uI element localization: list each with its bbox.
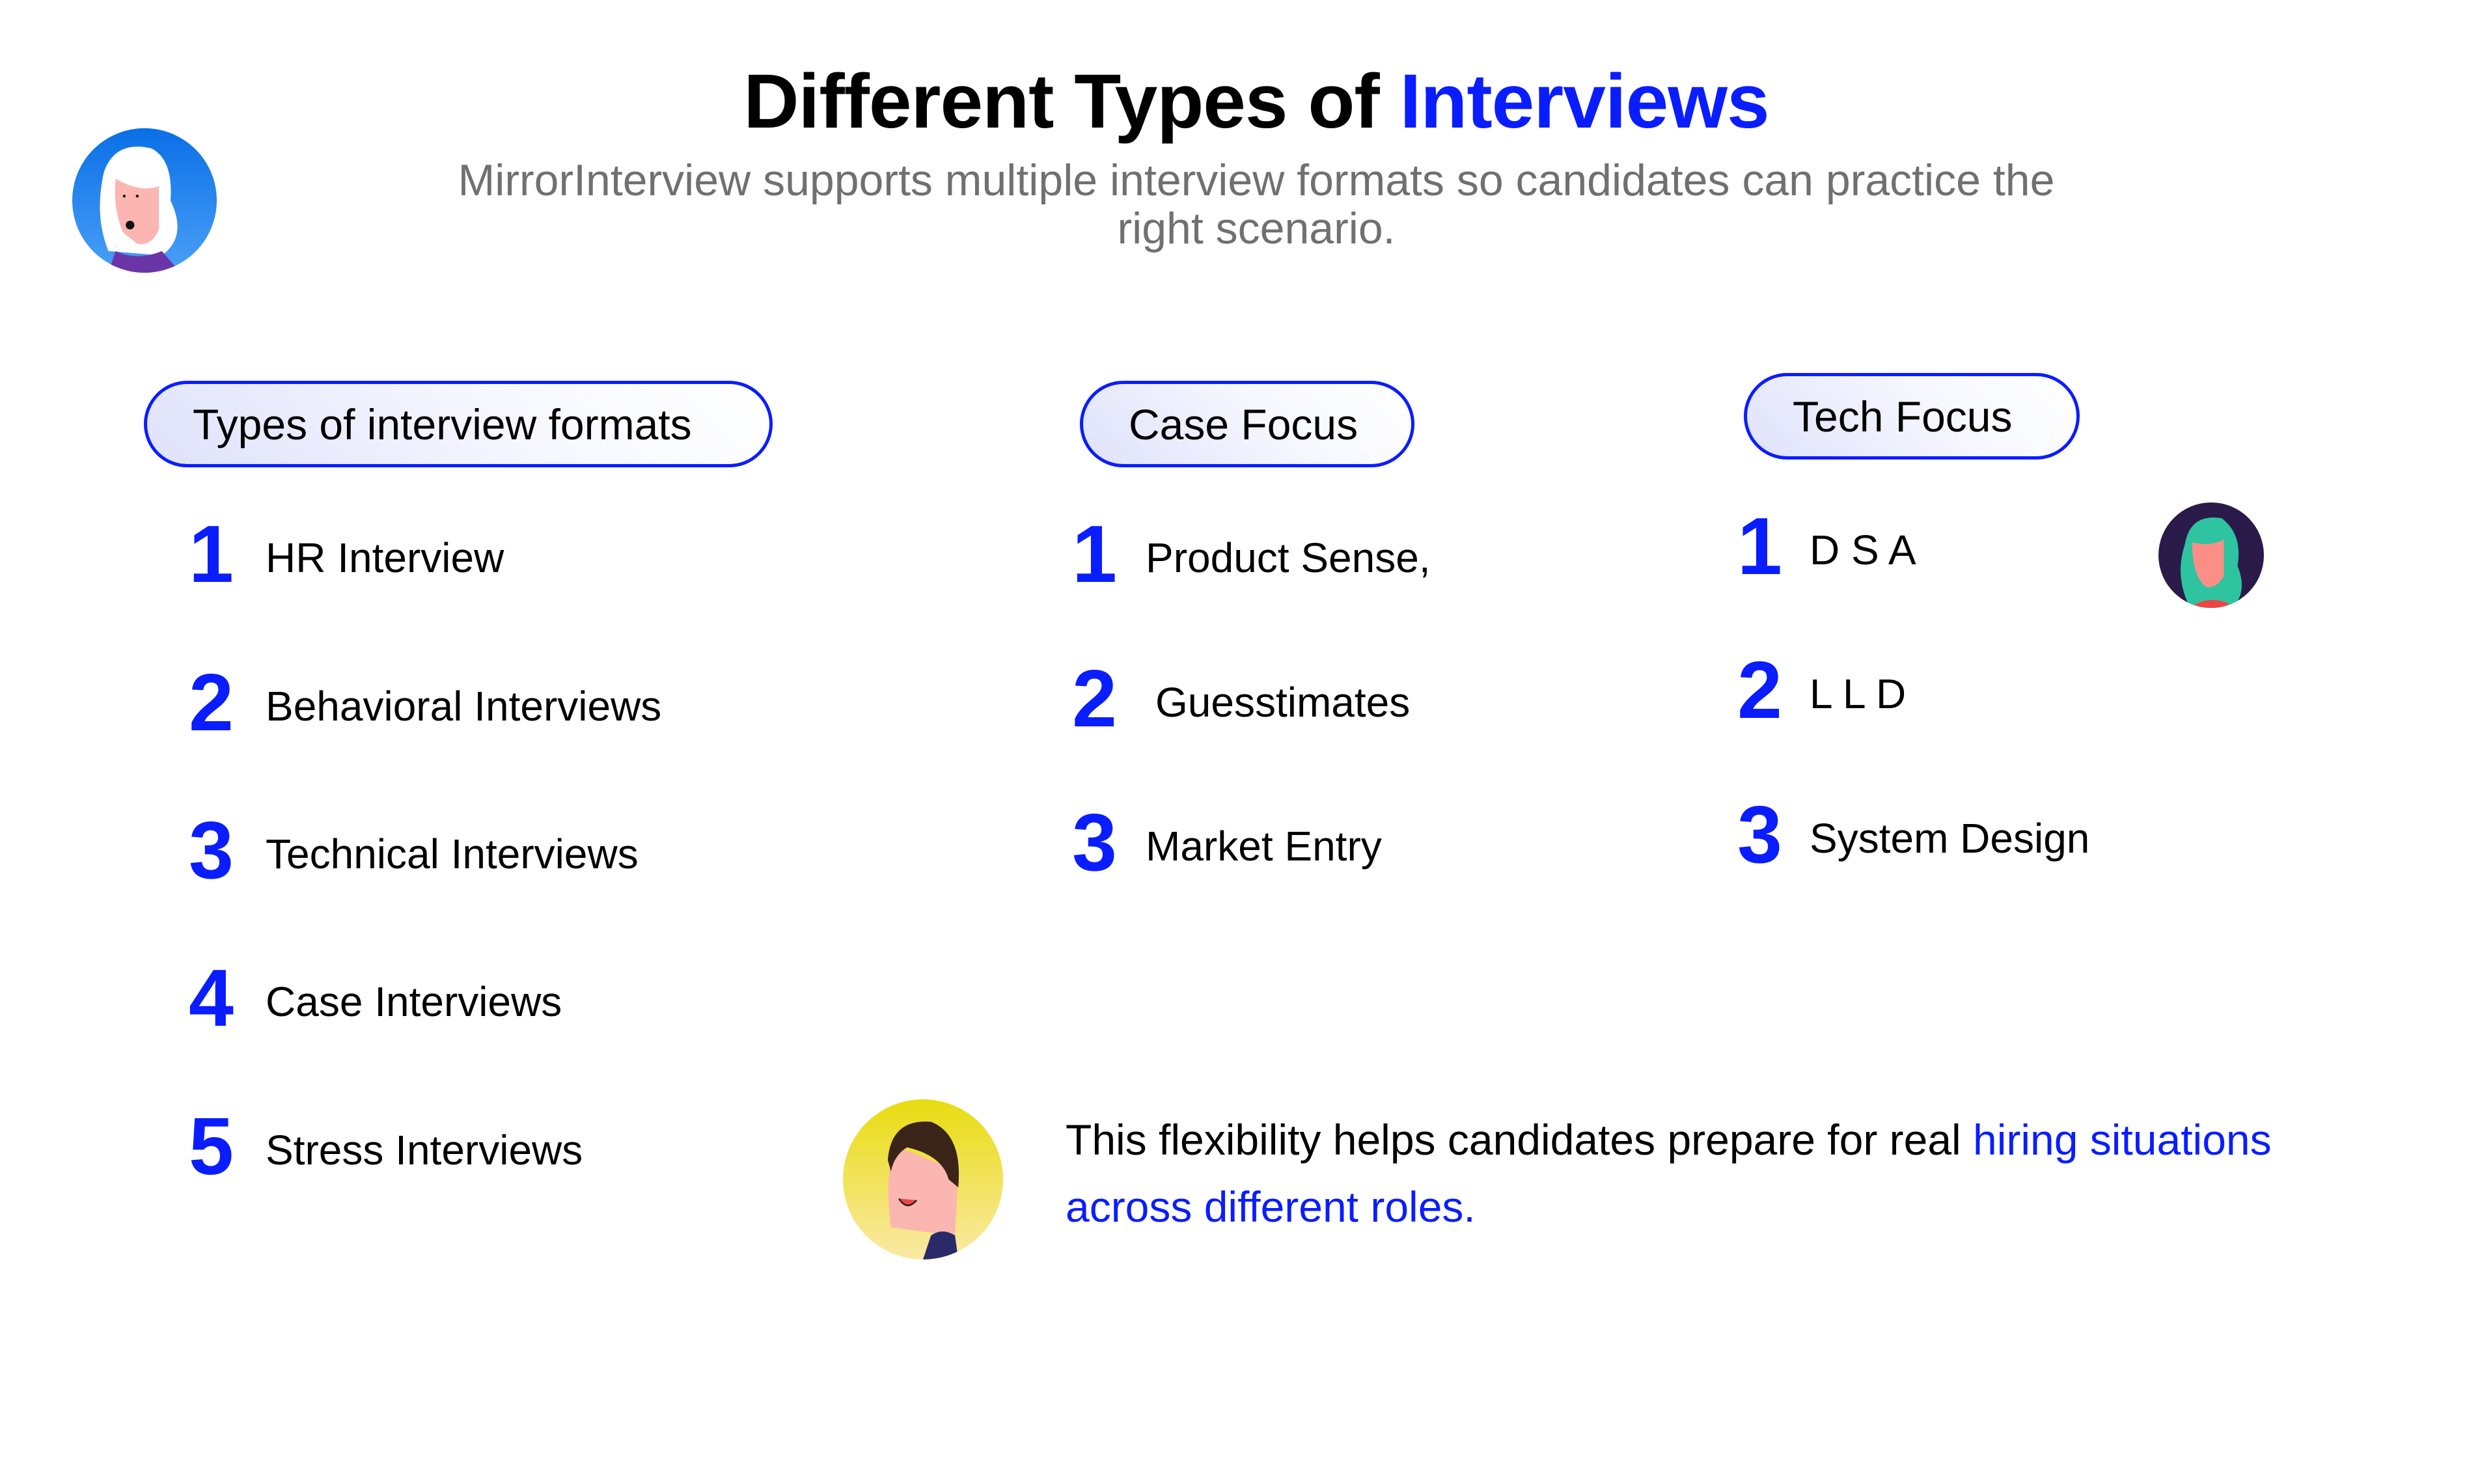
item-number: 5: [189, 1102, 234, 1192]
title-main: Different Types of: [743, 59, 1379, 144]
item-number: 3: [1072, 798, 1117, 888]
avatar-woman-white-hair: [72, 128, 217, 273]
subtitle: MirrorInterview supports multiple interv…: [458, 156, 2055, 253]
list-item: Product Sense,: [1146, 534, 1431, 581]
item-number: 3: [189, 806, 234, 896]
item-number: 1: [189, 510, 234, 599]
avatar-woman-green-hair: [2158, 502, 2264, 608]
pill-case-focus: Case Focus: [1080, 381, 1414, 467]
item-number: 2: [1072, 654, 1117, 744]
footer-note: This flexibility helps candidates prepar…: [1066, 1106, 2367, 1241]
list-item: L L D: [1810, 670, 1907, 717]
list-item: Behavioral Interviews: [266, 683, 662, 730]
list-item: Guesstimates: [1155, 679, 1411, 726]
pill-tech-focus: Tech Focus: [1744, 373, 2080, 460]
item-number: 1: [1737, 502, 1782, 592]
title-accent: Interviews: [1399, 59, 1770, 144]
item-number: 2: [1737, 646, 1782, 735]
list-item: Stress Interviews: [266, 1127, 583, 1174]
item-number: 2: [189, 658, 234, 748]
list-item: D S A: [1810, 527, 1916, 573]
pill-interview-formats: Types of interview formats: [144, 381, 773, 467]
item-number: 4: [189, 954, 234, 1043]
list-item: System Design: [1810, 815, 2090, 862]
list-item: HR Interview: [266, 534, 504, 581]
list-item: Case Interviews: [266, 978, 562, 1025]
list-item: Technical Interviews: [266, 831, 639, 877]
avatar-man-yellow: [843, 1099, 1003, 1259]
page-title: Different Types of Interviews: [0, 57, 2480, 146]
item-number: 3: [1737, 790, 1782, 880]
footer-highlight: hiring situations across different roles…: [1066, 1116, 2272, 1231]
item-number: 1: [1072, 510, 1117, 599]
footer-text: This flexibility helps candidates prepar…: [1066, 1116, 1974, 1164]
list-item: Market Entry: [1146, 823, 1382, 870]
